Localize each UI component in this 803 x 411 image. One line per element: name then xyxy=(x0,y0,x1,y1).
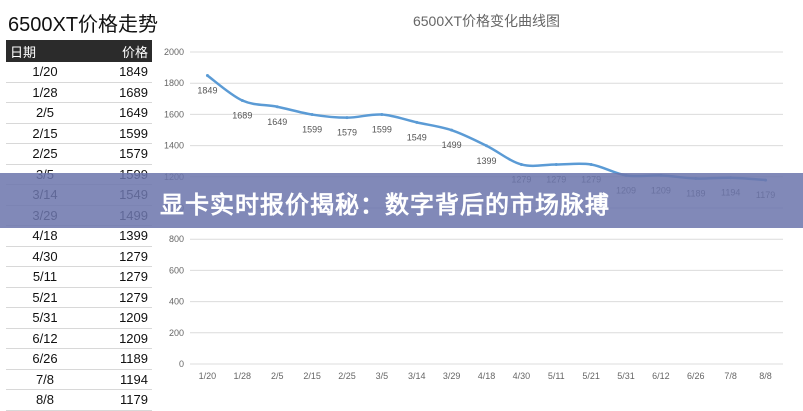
x-tick-label: 2/5 xyxy=(271,371,284,381)
x-tick-label: 3/5 xyxy=(376,371,389,381)
data-point xyxy=(589,162,593,166)
cell-price: 1279 xyxy=(84,246,152,267)
y-tick-label: 0 xyxy=(179,359,184,369)
cell-date: 2/15 xyxy=(6,123,84,144)
data-point xyxy=(519,162,523,166)
sheet-title: 6500XT价格走势 xyxy=(8,14,159,36)
x-tick-label: 6/26 xyxy=(687,371,705,381)
y-tick-label: 200 xyxy=(169,328,184,338)
data-point xyxy=(205,74,209,78)
column-header-price: 价格 xyxy=(84,40,152,62)
table-row: 6/26 1189 xyxy=(6,348,152,370)
x-tick-label: 1/20 xyxy=(199,371,217,381)
data-label: 1689 xyxy=(232,111,252,121)
table-row: 5/21 1279 xyxy=(6,287,152,308)
data-point xyxy=(554,162,558,166)
price-line-chart: 6500XT价格变化曲线图020040060080010001200140016… xyxy=(164,13,783,381)
data-label: 1599 xyxy=(372,125,392,135)
data-point xyxy=(450,128,454,132)
table-row: 2/15 1599 xyxy=(6,123,152,144)
data-point xyxy=(415,120,419,124)
table-row: 7/8 1194 xyxy=(6,369,152,390)
cell-price: 1849 xyxy=(84,62,152,83)
cell-date: 6/26 xyxy=(6,348,84,370)
cell-date: 4/30 xyxy=(6,246,84,267)
cell-date: 2/5 xyxy=(6,102,84,124)
data-point xyxy=(380,113,384,117)
x-tick-label: 4/30 xyxy=(513,371,531,381)
table-row: 2/25 1579 xyxy=(6,143,152,165)
data-point xyxy=(240,99,244,103)
y-tick-label: 1600 xyxy=(164,109,184,119)
cell-date: 6/12 xyxy=(6,328,84,349)
y-tick-label: 800 xyxy=(169,234,184,244)
data-point xyxy=(310,113,314,117)
column-header-date: 日期 xyxy=(6,40,84,62)
y-tick-label: 400 xyxy=(169,297,184,307)
cell-date: 7/8 xyxy=(6,369,84,390)
x-tick-label: 3/29 xyxy=(443,371,461,381)
cell-date: 5/21 xyxy=(6,287,84,308)
y-tick-label: 1400 xyxy=(164,141,184,151)
cell-price: 1279 xyxy=(84,266,152,288)
cell-date: 4/18 xyxy=(6,225,84,247)
x-tick-label: 6/12 xyxy=(652,371,670,381)
x-tick-label: 4/18 xyxy=(478,371,496,381)
cell-price: 1599 xyxy=(84,123,152,144)
data-label: 1549 xyxy=(407,132,427,142)
cell-price: 1209 xyxy=(84,328,152,349)
x-tick-label: 5/21 xyxy=(582,371,600,381)
table-row: 4/30 1279 xyxy=(6,246,152,267)
table-header-row: 日期 价格 xyxy=(6,40,152,62)
cell-price: 1279 xyxy=(84,287,152,308)
x-tick-label: 8/8 xyxy=(759,371,772,381)
table-row: 2/5 1649 xyxy=(6,102,152,124)
data-label: 1649 xyxy=(267,117,287,127)
x-tick-label: 5/11 xyxy=(548,371,565,381)
data-point xyxy=(485,144,488,148)
cell-price: 1209 xyxy=(84,307,152,329)
cell-price: 1399 xyxy=(84,225,152,247)
y-tick-label: 1800 xyxy=(164,78,184,88)
chart-title: 6500XT价格变化曲线图 xyxy=(413,13,560,29)
x-tick-label: 2/25 xyxy=(338,371,356,381)
data-label: 1579 xyxy=(337,128,357,138)
y-tick-label: 600 xyxy=(169,265,184,275)
x-tick-label: 2/15 xyxy=(303,371,321,381)
table-row: 6/12 1209 xyxy=(6,328,152,349)
data-label: 1849 xyxy=(197,86,217,96)
cell-date: 1/28 xyxy=(6,82,84,103)
table-row: 1/20 1849 xyxy=(6,62,152,83)
data-label: 1599 xyxy=(302,125,322,135)
headline-text: 显卡实时报价揭秘：数字背后的市场脉搏 xyxy=(160,191,610,219)
table-row: 5/11 1279 xyxy=(6,266,152,288)
cell-date: 5/31 xyxy=(6,307,84,329)
y-tick-label: 2000 xyxy=(164,47,184,57)
headline-banner: 显卡实时报价揭秘：数字背后的市场脉搏 xyxy=(0,173,803,228)
data-label: 1499 xyxy=(442,140,462,150)
x-tick-label: 1/28 xyxy=(234,371,252,381)
table-row: 4/18 1399 xyxy=(6,225,152,247)
x-tick-label: 7/8 xyxy=(724,371,737,381)
data-point xyxy=(275,105,279,109)
cell-price: 1189 xyxy=(84,348,152,370)
cell-price: 1689 xyxy=(84,82,152,103)
data-point xyxy=(345,116,349,120)
table-row: 1/28 1689 xyxy=(6,82,152,103)
cell-price: 1579 xyxy=(84,143,152,165)
spreadsheet-panel: 6500XT价格走势 日期 价格 1/20 1849 1/28 1689 2/5 1649… xyxy=(0,0,159,411)
cell-price: 1194 xyxy=(84,369,152,390)
cell-price: 1649 xyxy=(84,102,152,124)
cell-date: 1/20 xyxy=(6,62,84,83)
cell-date: 5/11 xyxy=(6,266,84,288)
data-label: 1399 xyxy=(476,156,496,166)
cell-date: 2/25 xyxy=(6,143,84,165)
chart-panel: 6500XT价格变化曲线图020040060080010001200140016… xyxy=(158,0,803,400)
table-row: 5/31 1209 xyxy=(6,307,152,329)
x-tick-label: 3/14 xyxy=(408,371,426,381)
x-tick-label: 5/31 xyxy=(617,371,635,381)
